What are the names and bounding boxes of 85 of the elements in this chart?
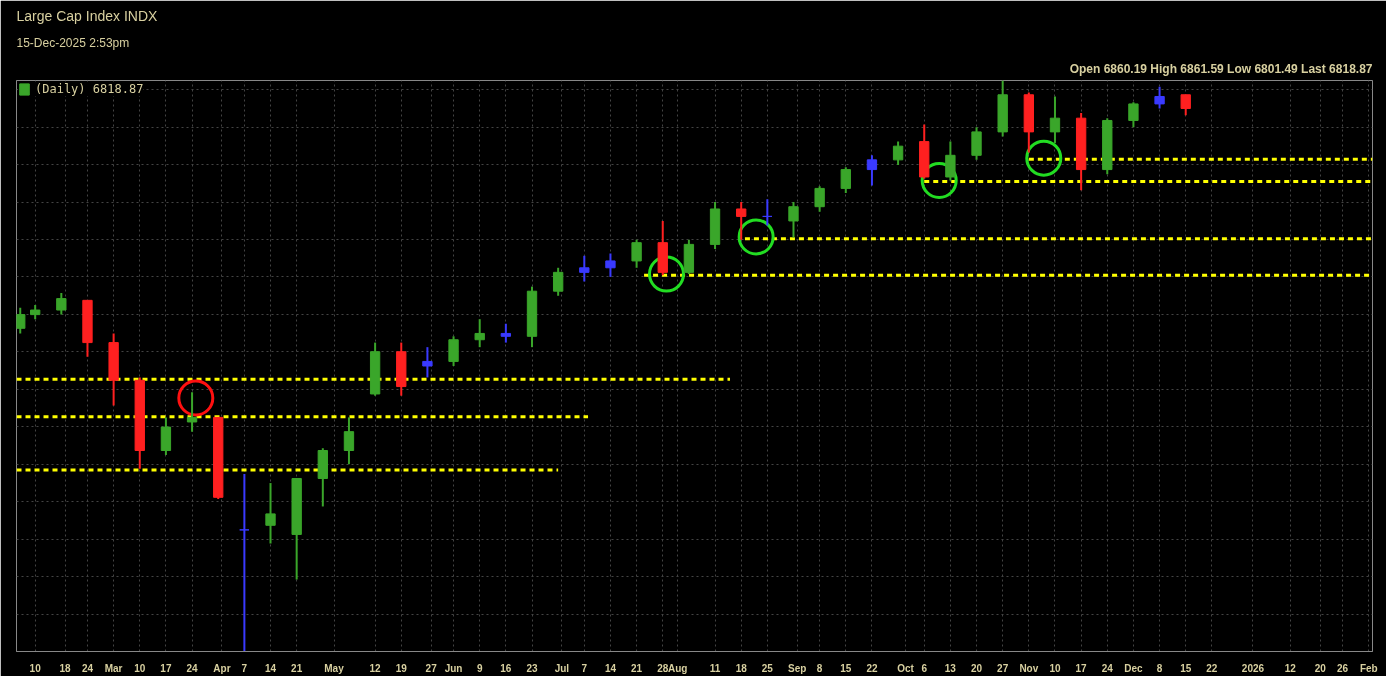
candlestick <box>500 322 512 344</box>
point <box>737 218 775 256</box>
x-tick-label: May <box>324 662 345 674</box>
candlestick <box>1128 101 1139 129</box>
x-tick-label: 23 <box>526 662 538 674</box>
x-tick-label: 10 <box>29 662 42 674</box>
candlestick <box>762 198 773 227</box>
x-tick-label: 8 <box>1156 662 1163 674</box>
x-tick-label: 26 <box>1337 662 1349 674</box>
x-tick-label: 9 <box>476 662 483 674</box>
x-tick-label: 20 <box>970 662 983 674</box>
x-tick-label: 22 <box>1206 662 1218 674</box>
x-tick-label: Sep <box>788 662 807 674</box>
x-tick-label: 10 <box>134 662 146 674</box>
candlestick <box>448 335 459 367</box>
candlestick <box>814 185 825 213</box>
candlestick <box>343 416 355 466</box>
candlestick <box>1049 95 1061 145</box>
x-tick-label: 6 <box>921 662 928 674</box>
candlestick <box>971 126 982 161</box>
x-tick-label: 16 <box>500 662 512 674</box>
candlestick <box>1180 93 1191 117</box>
candlestick <box>265 482 276 545</box>
candlestick <box>186 391 198 433</box>
x-tick-label: 13 <box>944 662 957 674</box>
candlestick <box>1154 85 1165 110</box>
x-tick-label: 12 <box>1284 662 1297 674</box>
x-tick-label: 14 <box>264 662 277 674</box>
candlestick <box>56 291 67 316</box>
x-tick-label: 14 <box>604 662 617 674</box>
candlestick <box>866 154 878 187</box>
x-tick-label: 24 <box>81 662 94 674</box>
x-tick-label: 18 <box>735 662 748 674</box>
x-tick-label: 10 <box>1049 662 1061 674</box>
candlestick <box>631 238 642 269</box>
x-tick-label: 15 <box>1180 662 1192 674</box>
x-tick-label: 12 <box>369 662 382 674</box>
x-tick-label: 7 <box>581 662 588 674</box>
x-tick-label: 28 <box>657 662 669 674</box>
x-tick-label: 27 <box>425 662 438 674</box>
x-tick-label: 24 <box>186 662 199 674</box>
candlestick <box>736 201 747 241</box>
legend-label: (Daily) 6818.87 <box>35 82 144 96</box>
x-tick-label: Nov <box>1019 662 1039 674</box>
candlestick <box>605 252 616 278</box>
text: Open 6860.19 High 6861.59 Low 6801.49 Last 6818.87 <box>1069 61 1373 76</box>
x-tick-label: 25 <box>761 662 774 674</box>
x-tick-label: 18 <box>59 662 72 674</box>
x-tick-label: 7 <box>241 662 248 674</box>
candlestick <box>239 472 250 652</box>
chart-title: Large Cap Index INDX <box>16 7 159 24</box>
x-tick-label: 24 <box>1101 662 1114 674</box>
x-tick-label: Oct <box>897 662 915 674</box>
x-tick-label: 8 <box>816 662 823 674</box>
x-tick-label: 17 <box>1075 662 1088 674</box>
x-tick-label: 20 <box>1314 662 1327 674</box>
candlestick <box>422 346 433 379</box>
candlestick <box>579 254 590 283</box>
x-tick-label: Aug <box>667 662 688 674</box>
x-tick-label: 17 <box>160 662 172 674</box>
candlestick <box>552 266 564 297</box>
x-tick-label: Feb <box>1359 662 1378 674</box>
candlestick <box>945 140 956 182</box>
x-tick-label: 15 <box>840 662 852 674</box>
x-tick-label: Jun <box>444 662 463 674</box>
x-tick-label: 19 <box>395 662 408 674</box>
x-tick-label: Mar <box>104 662 123 674</box>
candlestick <box>16 306 26 335</box>
x-tick-label: Dec <box>1124 662 1144 674</box>
candlestick <box>840 166 851 194</box>
x-tick-label: Jul <box>554 662 570 674</box>
candlestick <box>788 201 799 239</box>
text: 15-Dec-2025 2:53pm <box>16 35 130 50</box>
point <box>177 379 215 417</box>
candlestick <box>892 140 904 167</box>
x-tick-label: 21 <box>631 662 643 674</box>
candlestick <box>474 318 485 349</box>
x-tick-label: 22 <box>866 662 878 674</box>
point <box>1025 139 1063 177</box>
candlestick <box>160 416 172 457</box>
x-tick-label: 2026 <box>1241 662 1265 674</box>
x-tick-label: 27 <box>997 662 1009 674</box>
x-tick-label: 21 <box>291 662 303 674</box>
x-tick-label: Apr <box>213 662 231 674</box>
x-tick-label: 11 <box>709 662 721 674</box>
